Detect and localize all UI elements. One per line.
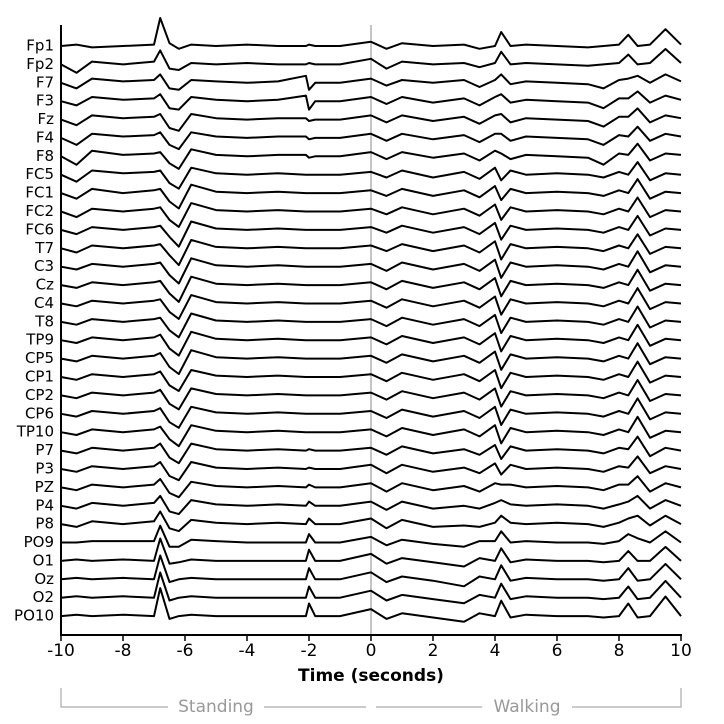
channel-label: O1 (33, 551, 54, 569)
eeg-trace (60, 415, 682, 448)
channel-label: Fp1 (26, 37, 54, 55)
eeg-trace (60, 107, 682, 132)
x-tick-label: 0 (366, 641, 377, 661)
x-tick-label: -4 (239, 641, 256, 661)
eeg-trace (60, 142, 682, 170)
x-tick-label: -2 (301, 641, 318, 661)
eeg-trace (60, 587, 682, 623)
channel-label: C3 (34, 257, 54, 275)
eeg-trace (60, 379, 682, 411)
eeg-trace (60, 305, 682, 339)
channel-label: CP2 (25, 386, 54, 404)
x-tick-label: -10 (47, 641, 75, 661)
channel-label: F4 (36, 128, 54, 146)
x-tick-label: -6 (177, 641, 194, 661)
channel-label: FC6 (25, 220, 54, 238)
channel-label: O2 (33, 588, 54, 606)
channel-label: TP10 (16, 423, 54, 441)
x-axis-label: Time (seconds) (298, 666, 444, 686)
eeg-trace (61, 524, 682, 548)
x-tick-label: 10 (670, 641, 692, 661)
eeg-trace (60, 73, 682, 91)
eeg-trace (60, 287, 682, 320)
eeg-trace (60, 196, 682, 228)
channel-label: P4 (35, 496, 54, 514)
eeg-trace (60, 494, 682, 516)
channel-label: P7 (35, 441, 54, 459)
bracket (572, 688, 682, 708)
channel-label: Fz (37, 110, 54, 128)
eeg-trace (60, 435, 682, 465)
x-tick-label: 2 (428, 641, 439, 661)
eeg-trace (60, 510, 682, 533)
eeg-trace (60, 90, 682, 111)
eeg-trace (60, 455, 682, 482)
eeg-trace (60, 475, 682, 499)
annotation: Standing (178, 697, 254, 717)
eeg-trace (60, 178, 682, 210)
eeg-trace (60, 17, 682, 50)
eeg-trace (60, 554, 682, 588)
channel-label: FC1 (25, 184, 54, 202)
period-brackets (60, 688, 682, 708)
channel-label: PO10 (14, 607, 54, 625)
eeg-trace (60, 125, 682, 151)
channel-label: TP9 (25, 331, 54, 349)
eeg-trace (60, 214, 682, 248)
eeg-trace (60, 342, 682, 375)
eeg-trace (60, 250, 682, 285)
channel-label: F8 (36, 147, 54, 165)
bracket (60, 688, 168, 708)
channel-label: CP6 (25, 404, 54, 422)
eeg-trace (60, 537, 682, 568)
channel-label: T7 (34, 239, 54, 257)
annotation: Walking (494, 697, 561, 717)
channel-label: PZ (35, 478, 54, 496)
channel-label: CP1 (25, 368, 54, 386)
eeg-trace (60, 268, 682, 303)
eeg-trace (60, 233, 682, 267)
x-tick-label: 6 (552, 641, 563, 661)
x-tick-label: -8 (115, 641, 132, 661)
eeg-trace (60, 360, 682, 392)
channel-label: F7 (36, 73, 54, 91)
eeg-trace (60, 571, 682, 605)
channel-label: Fp2 (26, 55, 54, 73)
channel-label: T8 (34, 312, 54, 330)
channel-label: FC5 (25, 165, 54, 183)
channel-label: FC2 (25, 202, 54, 220)
channel-label: P8 (35, 515, 54, 533)
x-tick-label: 4 (490, 641, 501, 661)
eeg-trace (60, 48, 682, 74)
channel-label: C4 (34, 294, 54, 312)
channel-label: P3 (35, 459, 54, 477)
eeg-trace (60, 323, 682, 357)
channel-label: Oz (34, 570, 54, 588)
channel-label: Cz (36, 276, 54, 294)
channel-label: PO9 (24, 533, 54, 551)
eeg-trace (60, 397, 682, 429)
eeg-trace (60, 161, 682, 190)
channel-label: CP5 (25, 349, 54, 367)
x-tick-label: 8 (614, 641, 625, 661)
channel-label: F3 (36, 92, 54, 110)
